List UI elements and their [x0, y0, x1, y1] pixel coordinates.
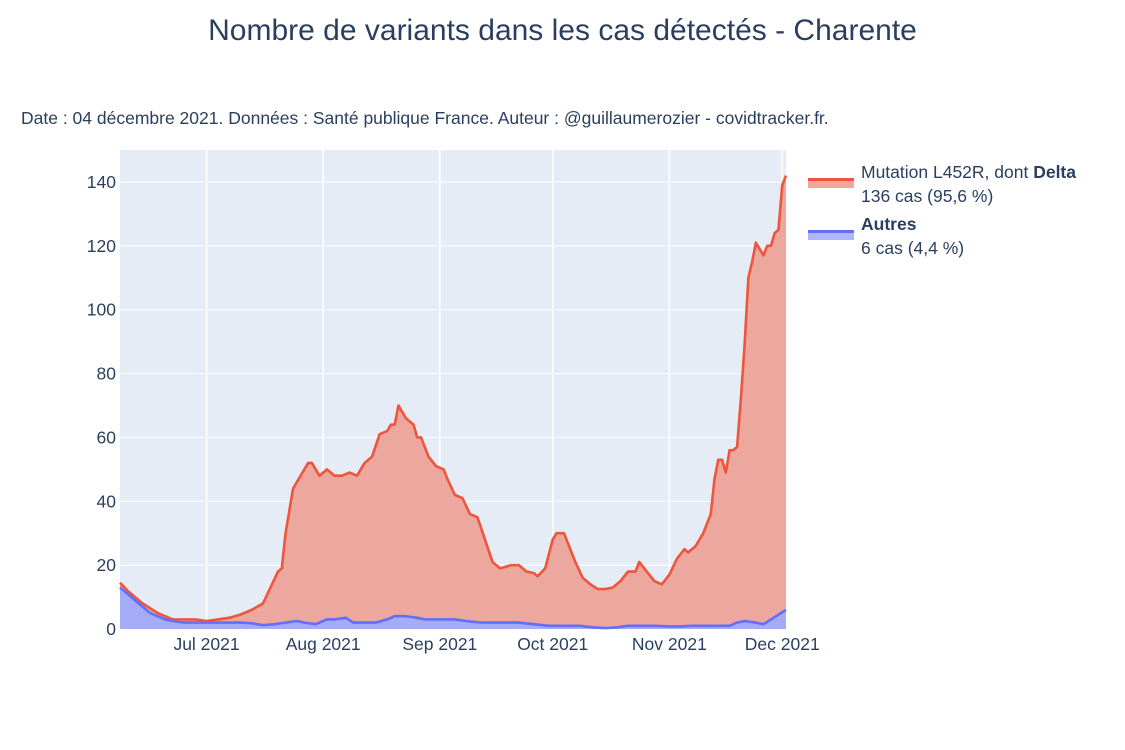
y-tick-label: 100 [87, 300, 116, 320]
area-delta [120, 175, 786, 630]
chart-subtitle: Date : 04 décembre 2021. Données : Santé… [21, 108, 829, 128]
legend-text-autres: Autres 6 cas (4,4 %) [861, 212, 964, 260]
series-lines [119, 175, 788, 630]
legend-item-autres[interactable]: Autres 6 cas (4,4 %) [808, 212, 1118, 264]
legend-label-autres: Autres [861, 214, 917, 234]
y-tick-label: 40 [97, 491, 117, 511]
x-tick-label: Jul 2021 [173, 634, 239, 654]
y-tick-label: 80 [97, 364, 117, 384]
legend-detail-autres: 6 cas (4,4 %) [861, 238, 965, 258]
legend-swatch-delta [808, 178, 854, 188]
chart-title: Nombre de variants dans les cas détectés… [208, 14, 917, 47]
y-axis-tick-labels: 0 20 40 60 80 100 120 140 [87, 172, 116, 639]
x-axis-tick-labels: Jul 2021 Aug 2021 Sep 2021 Oct 2021 Nov 2021… [173, 634, 819, 654]
y-tick-label: 140 [87, 172, 116, 192]
legend-label-delta-bold: Delta [1033, 162, 1076, 182]
legend-item-delta[interactable]: Mutation L452R, dont Delta 136 cas (95,6… [808, 160, 1118, 212]
y-tick-label: 120 [87, 236, 116, 256]
line-autres [119, 586, 787, 630]
line-delta [119, 175, 788, 623]
legend-label-delta: Mutation L452R, dont [861, 162, 1034, 182]
y-tick-label: 20 [97, 555, 117, 575]
y-tick-label: 60 [97, 427, 117, 447]
legend-swatch-autres [808, 230, 854, 240]
x-tick-label: Aug 2021 [286, 634, 361, 654]
x-tick-label: Nov 2021 [632, 634, 707, 654]
y-tick-label: 0 [106, 619, 116, 639]
legend-text-delta: Mutation L452R, dont Delta 136 cas (95,6… [861, 160, 1076, 208]
legend: Mutation L452R, dont Delta 136 cas (95,6… [808, 160, 1118, 264]
x-tick-label: Sep 2021 [402, 634, 477, 654]
legend-detail-delta: 136 cas (95,6 %) [861, 186, 994, 206]
x-tick-label: Dec 2021 [745, 634, 820, 654]
x-tick-label: Oct 2021 [517, 634, 588, 654]
